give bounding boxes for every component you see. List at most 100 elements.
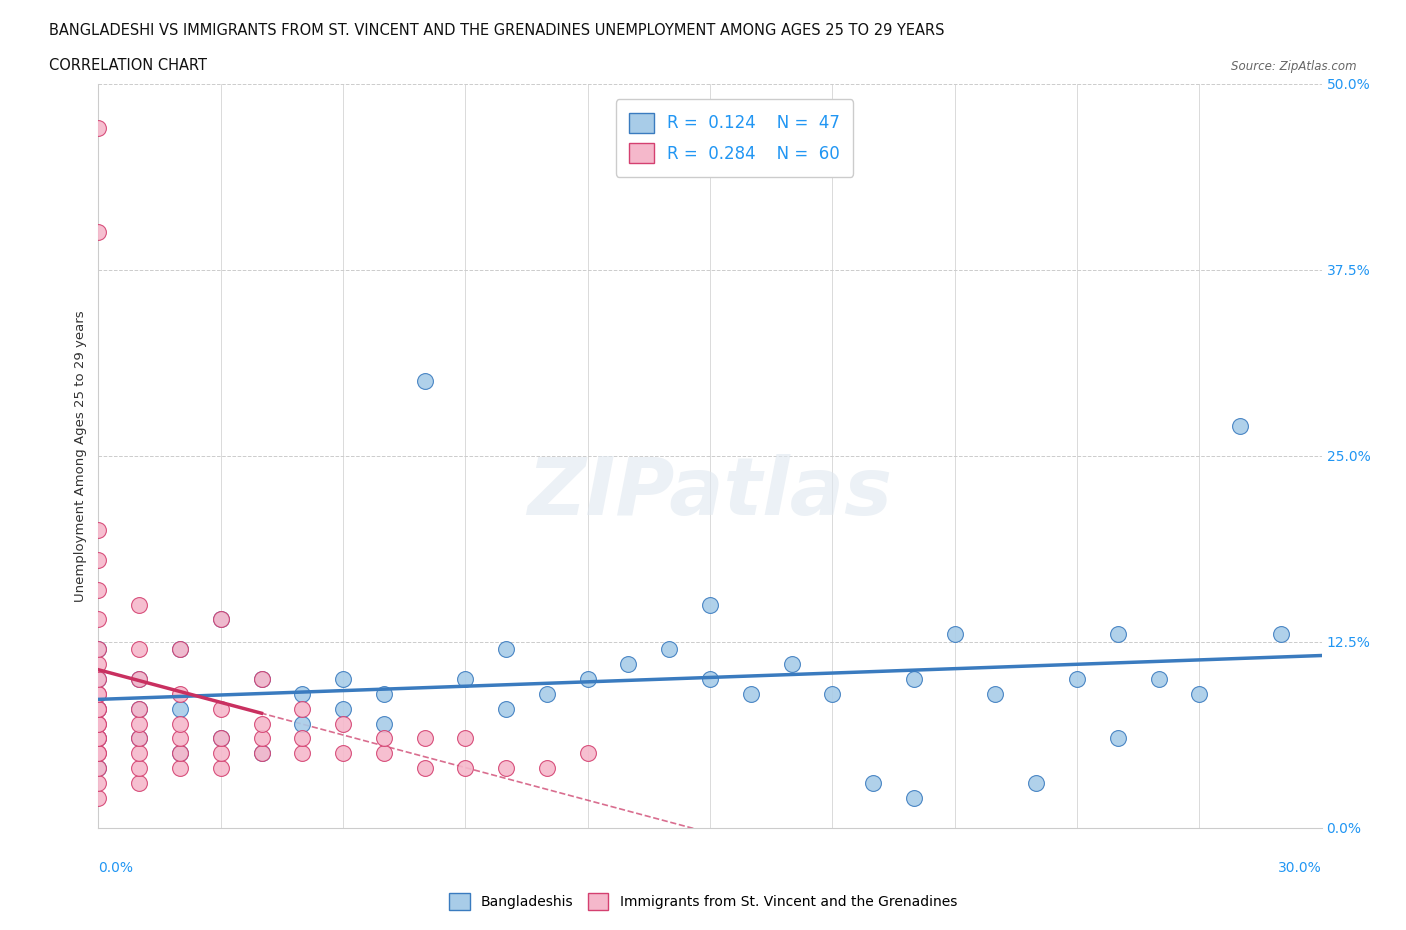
Point: [87, 657, 110, 671]
Point: [658, 642, 681, 657]
Point: [87, 731, 110, 746]
Point: [1107, 627, 1129, 642]
Point: [209, 612, 232, 627]
Point: [332, 716, 354, 731]
Point: [373, 716, 395, 731]
Point: [87, 716, 110, 731]
Point: [128, 701, 150, 716]
Point: [128, 746, 150, 761]
Point: [903, 671, 925, 686]
Point: [250, 671, 273, 686]
Point: [1107, 731, 1129, 746]
Point: [169, 746, 191, 761]
Point: [413, 374, 436, 389]
Point: [209, 746, 232, 761]
Point: [169, 746, 191, 761]
Point: [291, 731, 314, 746]
Point: [128, 761, 150, 776]
Point: [332, 671, 354, 686]
Point: [413, 731, 436, 746]
Point: [87, 612, 110, 627]
Point: [87, 746, 110, 761]
Point: [209, 612, 232, 627]
Point: [169, 731, 191, 746]
Point: [373, 686, 395, 701]
Point: [332, 746, 354, 761]
Point: [903, 790, 925, 805]
Point: [169, 686, 191, 701]
Point: [87, 716, 110, 731]
Point: [454, 731, 477, 746]
Point: [454, 761, 477, 776]
Point: [209, 731, 232, 746]
Text: 0.0%: 0.0%: [98, 861, 134, 875]
Point: [87, 731, 110, 746]
Text: CORRELATION CHART: CORRELATION CHART: [49, 58, 207, 73]
Legend: Bangladeshis, Immigrants from St. Vincent and the Grenadines: Bangladeshis, Immigrants from St. Vincen…: [443, 887, 963, 916]
Point: [128, 716, 150, 731]
Point: [87, 552, 110, 567]
Point: [169, 642, 191, 657]
Point: [1147, 671, 1170, 686]
Point: [87, 225, 110, 240]
Point: [413, 761, 436, 776]
Point: [87, 671, 110, 686]
Point: [536, 761, 558, 776]
Point: [250, 746, 273, 761]
Point: [821, 686, 844, 701]
Text: 30.0%: 30.0%: [1278, 861, 1322, 875]
Point: [169, 701, 191, 716]
Point: [780, 657, 803, 671]
Point: [536, 686, 558, 701]
Point: [128, 597, 150, 612]
Point: [128, 671, 150, 686]
Point: [495, 701, 517, 716]
Point: [87, 671, 110, 686]
Point: [1229, 418, 1251, 433]
Point: [128, 731, 150, 746]
Point: [332, 701, 354, 716]
Point: [250, 746, 273, 761]
Point: [454, 671, 477, 686]
Point: [1025, 776, 1047, 790]
Point: [1066, 671, 1088, 686]
Point: [169, 642, 191, 657]
Legend: R =  0.124    N =  47, R =  0.284    N =  60: R = 0.124 N = 47, R = 0.284 N = 60: [616, 100, 853, 177]
Point: [87, 642, 110, 657]
Point: [291, 716, 314, 731]
Text: ZIPatlas: ZIPatlas: [527, 454, 893, 532]
Point: [128, 701, 150, 716]
Point: [87, 686, 110, 701]
Point: [250, 671, 273, 686]
Point: [209, 761, 232, 776]
Point: [87, 686, 110, 701]
Point: [862, 776, 884, 790]
Point: [128, 776, 150, 790]
Point: [250, 716, 273, 731]
Y-axis label: Unemployment Among Ages 25 to 29 years: Unemployment Among Ages 25 to 29 years: [75, 310, 87, 602]
Point: [87, 701, 110, 716]
Point: [169, 716, 191, 731]
Text: Source: ZipAtlas.com: Source: ZipAtlas.com: [1232, 60, 1357, 73]
Point: [209, 701, 232, 716]
Point: [291, 701, 314, 716]
Point: [984, 686, 1007, 701]
Point: [373, 731, 395, 746]
Point: [87, 776, 110, 790]
Point: [699, 597, 721, 612]
Point: [87, 790, 110, 805]
Point: [87, 701, 110, 716]
Point: [87, 523, 110, 538]
Point: [291, 686, 314, 701]
Point: [699, 671, 721, 686]
Point: [87, 761, 110, 776]
Point: [169, 761, 191, 776]
Point: [87, 761, 110, 776]
Point: [495, 761, 517, 776]
Point: [617, 657, 640, 671]
Point: [373, 746, 395, 761]
Point: [576, 746, 599, 761]
Point: [209, 731, 232, 746]
Point: [943, 627, 966, 642]
Point: [1188, 686, 1211, 701]
